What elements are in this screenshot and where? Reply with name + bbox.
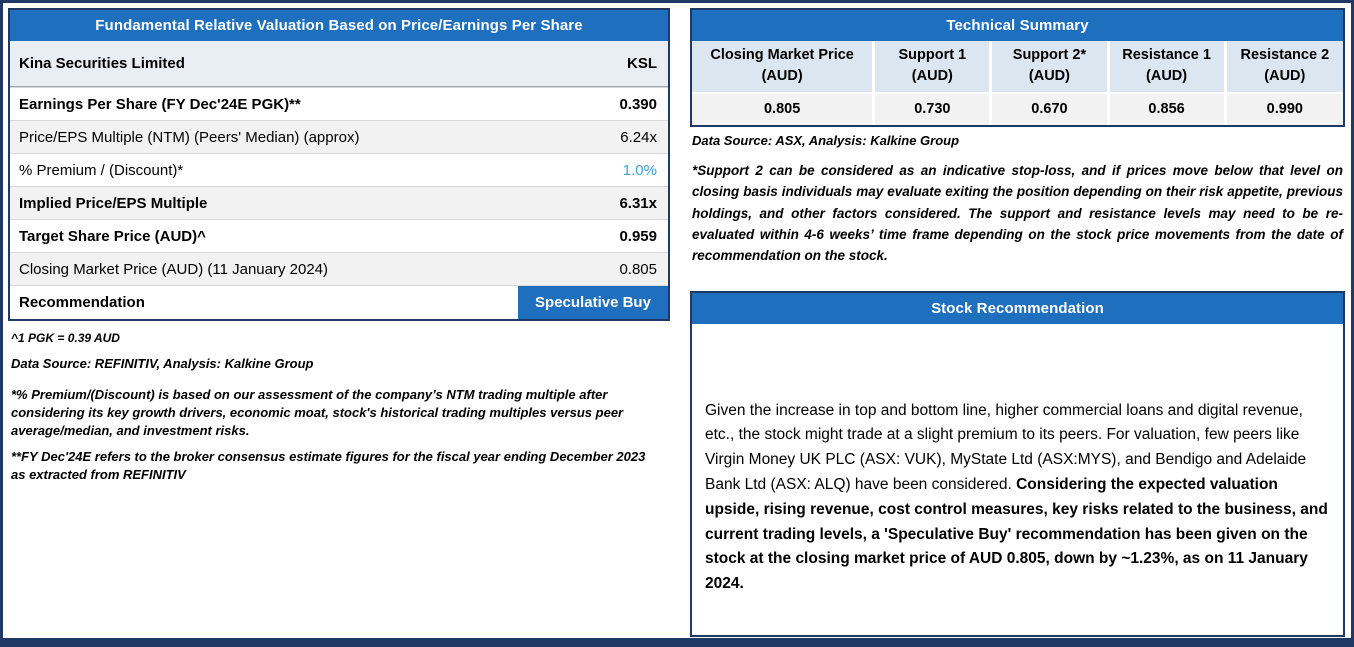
row-value: 1.0% bbox=[622, 161, 657, 179]
footnote-data-source: Data Source: REFINITIV, Analysis: Kalkin… bbox=[11, 355, 314, 371]
support-2-value: 0.670 bbox=[992, 94, 1107, 126]
column-header-resistance-1: Resistance 1 (AUD) bbox=[1109, 41, 1224, 93]
row-label: Earnings Per Share (FY Dec'24E PGK)** bbox=[19, 95, 301, 113]
row-label: Implied Price/EPS Multiple bbox=[19, 194, 208, 212]
closing-price-value: 0.805 bbox=[692, 94, 873, 126]
stock-recommendation-panel: Stock Recommendation Given the increase … bbox=[690, 290, 1345, 637]
table-row-recommendation: Recommendation Speculative Buy bbox=[10, 285, 668, 319]
row-value: 0.805 bbox=[619, 260, 657, 278]
row-label: Price/EPS Multiple (NTM) (Peers' Median)… bbox=[19, 128, 360, 146]
technical-summary-title: Technical Summary bbox=[692, 10, 1343, 41]
row-value: 6.24x bbox=[620, 128, 657, 146]
valuation-footnotes: ^1 PGK = 0.39 AUD Data Source: REFINITIV… bbox=[8, 330, 670, 484]
stock-recommendation-body: Given the increase in top and bottom lin… bbox=[692, 324, 1343, 609]
right-column: Technical Summary Closing Market Price (… bbox=[690, 8, 1345, 638]
row-value: 0.390 bbox=[619, 95, 657, 113]
table-row-closing-price: Closing Market Price (AUD) (11 January 2… bbox=[10, 252, 668, 285]
row-label: % Premium / (Discount)* bbox=[19, 161, 184, 179]
resistance-1-value: 0.856 bbox=[1109, 94, 1224, 126]
resistance-2-value: 0.990 bbox=[1226, 94, 1343, 126]
column-header-closing-price: Closing Market Price (AUD) bbox=[692, 41, 873, 93]
stock-recommendation-title: Stock Recommendation bbox=[692, 292, 1343, 324]
recommendation-text-bold: Considering the expected valuation upsid… bbox=[705, 476, 1328, 593]
table-row-premium-discount: % Premium / (Discount)* 1.0% bbox=[10, 153, 668, 186]
row-label: Closing Market Price (AUD) (11 January 2… bbox=[19, 260, 329, 278]
valuation-panel: Fundamental Relative Valuation Based on … bbox=[8, 8, 670, 321]
recommendation-text-regular: Given the increase in top and bottom lin… bbox=[705, 401, 1307, 494]
technical-data-source: Data Source: ASX, Analysis: Kalkine Grou… bbox=[692, 133, 960, 149]
column-header-support-2: Support 2* (AUD) bbox=[992, 41, 1107, 93]
row-value: 6.31x bbox=[619, 194, 657, 212]
left-column: Fundamental Relative Valuation Based on … bbox=[8, 8, 670, 638]
table-row-eps: Earnings Per Share (FY Dec'24E PGK)** 0.… bbox=[10, 87, 668, 120]
column-header-support-1: Support 1 (AUD) bbox=[875, 41, 990, 93]
ticker-symbol: KSL bbox=[627, 55, 657, 72]
support-resistance-note: *Support 2 can be considered as an indic… bbox=[692, 163, 1343, 264]
column-header-resistance-2: Resistance 2 (AUD) bbox=[1226, 41, 1343, 93]
row-value: 0.959 bbox=[619, 227, 657, 245]
technical-summary-table: Closing Market Price (AUD) Support 1 (AU… bbox=[692, 41, 1343, 126]
row-label: Target Share Price (AUD)^ bbox=[19, 227, 206, 245]
valuation-title: Fundamental Relative Valuation Based on … bbox=[10, 10, 668, 41]
company-name: Kina Securities Limited bbox=[19, 55, 185, 72]
recommendation-label: Recommendation bbox=[19, 294, 145, 311]
footnote-fy-estimate: **FY Dec'24E refers to the broker consen… bbox=[11, 448, 646, 482]
table-row-implied-multiple: Implied Price/EPS Multiple 6.31x bbox=[10, 186, 668, 219]
support-1-value: 0.730 bbox=[875, 94, 990, 126]
table-row-company: Kina Securities Limited KSL bbox=[10, 41, 668, 87]
footnote-fx-rate: ^1 PGK = 0.39 AUD bbox=[11, 331, 120, 345]
technical-summary-panel: Technical Summary Closing Market Price (… bbox=[690, 8, 1345, 128]
table-row-price-eps-multiple: Price/EPS Multiple (NTM) (Peers' Median)… bbox=[10, 120, 668, 153]
recommendation-badge: Speculative Buy bbox=[518, 286, 668, 319]
table-row-target-price: Target Share Price (AUD)^ 0.959 bbox=[10, 219, 668, 252]
footnote-premium-discount: *% Premium/(Discount) is based on our as… bbox=[11, 386, 624, 439]
